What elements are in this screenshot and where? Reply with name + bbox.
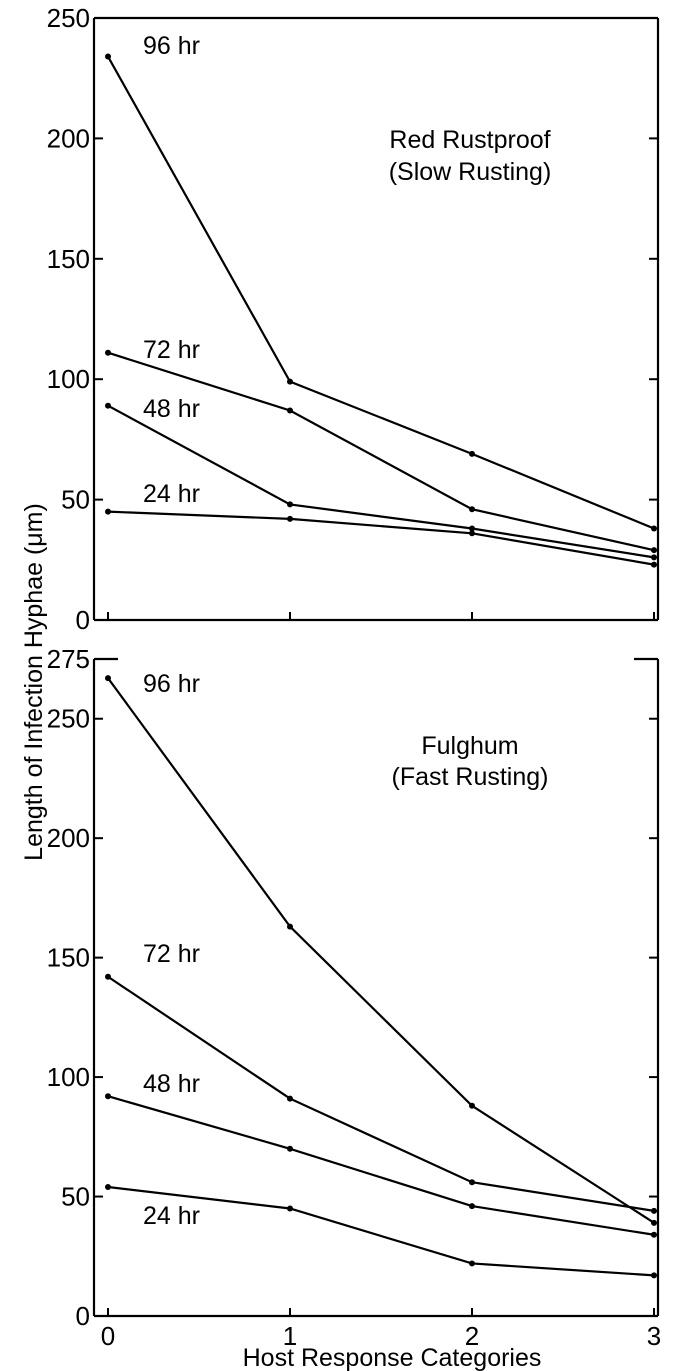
x-axis-label: Host Response Categories	[243, 1344, 542, 1371]
series-label: 96 hr	[143, 32, 200, 60]
y-tick-label: 150	[47, 943, 90, 973]
data-point	[469, 525, 475, 532]
series-24-hr: 24 hr	[105, 1183, 657, 1279]
data-point	[651, 1207, 657, 1214]
series-48-hr: 48 hr	[105, 1070, 657, 1238]
y-tick-label: 0	[76, 1301, 90, 1331]
x-tick-label: 0	[101, 1321, 115, 1351]
y-tick-label: 50	[61, 1182, 90, 1212]
series-label: 72 hr	[143, 940, 200, 968]
data-point	[105, 973, 111, 980]
y-tick-label: 100	[47, 1062, 90, 1092]
series-line	[107, 1095, 655, 1236]
series-line	[107, 1185, 655, 1277]
data-point	[469, 530, 475, 537]
x-tick-label: 1	[283, 1321, 297, 1351]
x-tick-label: 3	[647, 1321, 661, 1351]
y-tick-label: 250	[47, 704, 90, 734]
data-point	[651, 547, 657, 554]
data-point	[469, 1102, 475, 1109]
series-line	[107, 975, 655, 1212]
panel-top: 0 50 100 150 200 250 Red Rustproof (Slow Rustin…	[47, 3, 660, 635]
y-axis-label: Length of Infection Hyphae (μm)	[20, 503, 48, 861]
data-point	[105, 675, 111, 682]
series-72-hr: 72 hr	[105, 336, 657, 554]
y-tick-label: 275	[47, 644, 90, 674]
series-24-hr: 24 hr	[105, 480, 657, 568]
y-tick-label: 250	[47, 3, 90, 33]
panel-subtitle: (Fast Rusting)	[392, 763, 549, 791]
panel-title: Fulghum	[421, 732, 518, 760]
data-point	[287, 1205, 293, 1212]
data-point	[651, 1219, 657, 1226]
y-tick-label: 50	[61, 485, 90, 515]
data-point	[105, 1183, 111, 1190]
y-tick-label: 150	[47, 244, 90, 274]
data-point	[469, 450, 475, 457]
data-point	[105, 1093, 111, 1100]
data-point	[469, 1203, 475, 1210]
series-48-hr: 48 hr	[105, 395, 657, 561]
panel-title: Red Rustproof	[389, 126, 550, 154]
data-point	[105, 53, 111, 60]
y-tick-label: 200	[47, 823, 90, 853]
data-point	[651, 1231, 657, 1238]
y-tick-label: 100	[47, 364, 90, 394]
data-point	[651, 1272, 657, 1279]
panel-subtitle: (Slow Rusting)	[389, 158, 552, 186]
series-label: 24 hr	[143, 480, 200, 508]
series-72-hr: 72 hr	[105, 940, 657, 1214]
series-label: 24 hr	[143, 1202, 200, 1230]
series-label: 72 hr	[143, 336, 200, 364]
data-point	[287, 515, 293, 522]
data-point	[287, 1095, 293, 1102]
data-point	[651, 554, 657, 561]
data-point	[287, 378, 293, 385]
data-point	[469, 1260, 475, 1267]
data-point	[287, 501, 293, 508]
series-label: 48 hr	[143, 1070, 200, 1098]
data-point	[287, 923, 293, 930]
series-label: 48 hr	[143, 395, 200, 423]
series-line	[107, 55, 655, 530]
data-point	[287, 1145, 293, 1152]
series-line	[107, 351, 655, 552]
series-96-hr: 96 hr	[105, 32, 657, 532]
series-line	[107, 510, 655, 566]
panel-bottom: 0 50 100 150 200 250 275 0 1 2 3 Fulghum (Fast Rusti…	[47, 644, 662, 1351]
series-line	[107, 404, 655, 559]
data-point	[651, 525, 657, 532]
data-point	[105, 402, 111, 409]
data-point	[469, 1179, 475, 1186]
series-label: 96 hr	[143, 670, 200, 698]
data-point	[651, 561, 657, 568]
series-96-hr: 96 hr	[105, 670, 657, 1226]
data-point	[105, 349, 111, 356]
data-point	[287, 407, 293, 414]
data-point	[105, 508, 111, 515]
y-tick-label: 200	[47, 123, 90, 153]
data-point	[469, 506, 475, 513]
x-tick-label: 2	[465, 1321, 479, 1351]
y-tick-label: 0	[76, 605, 90, 635]
series-line	[107, 677, 655, 1224]
